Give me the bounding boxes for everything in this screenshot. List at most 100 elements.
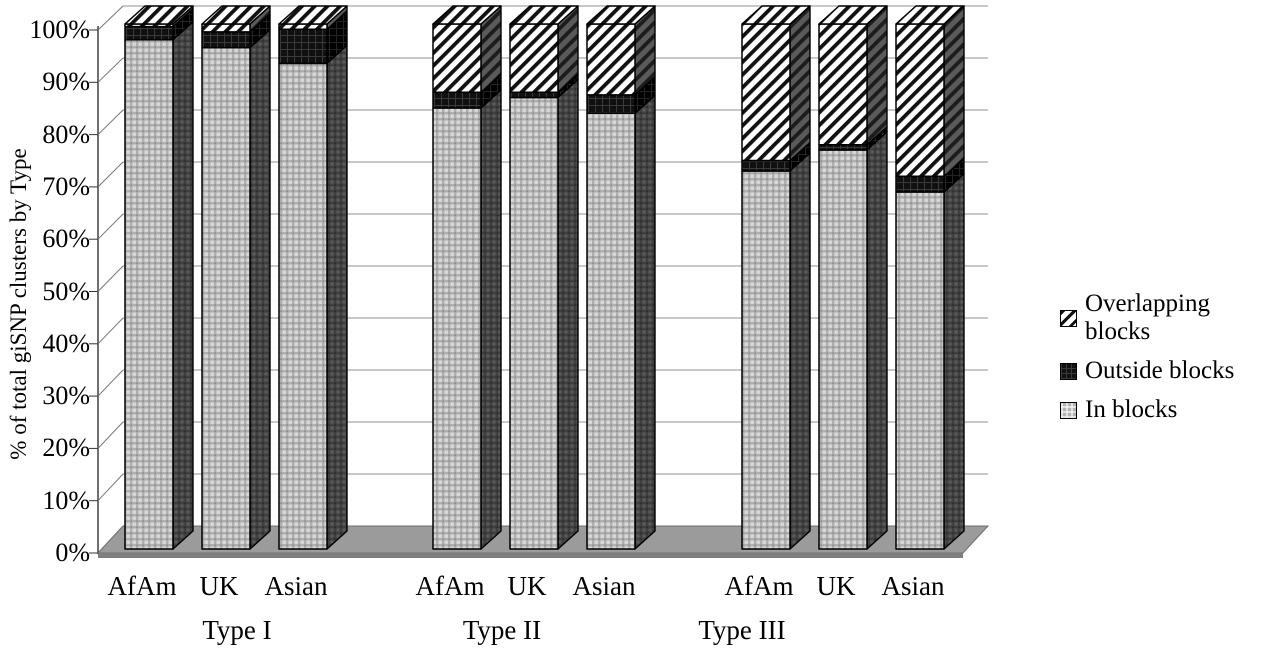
category-label: AfAm <box>415 571 485 601</box>
bar-segment-over <box>432 23 482 94</box>
bar-segment-in <box>895 191 945 550</box>
legend-item-overlapping-blocks: Overlapping blocks <box>1060 290 1280 346</box>
bar-segment-side-in <box>249 28 271 550</box>
bar-segment-over <box>741 23 791 162</box>
bar-segment-over <box>586 23 636 96</box>
category-label: Asian <box>881 571 945 601</box>
bar-Type-II-Asian <box>586 5 656 550</box>
legend-label: Overlapping blocks <box>1085 290 1210 345</box>
bar-segment-out <box>124 25 174 41</box>
bar-Type-I-UK <box>201 5 271 550</box>
y-tick-label: 10% <box>42 485 90 515</box>
bar-segment-over <box>509 23 559 94</box>
bar-segment-out <box>509 91 559 99</box>
y-tick-label: 70% <box>42 171 90 201</box>
y-tick-label: 80% <box>42 119 90 149</box>
bar-segment-side-in <box>866 131 888 550</box>
category-label: AfAm <box>107 571 177 601</box>
bar-Type-II-AfAm <box>432 5 502 550</box>
bar-top-face <box>741 5 811 25</box>
bar-segment-side-over <box>789 5 811 162</box>
category-label: AfAm <box>724 571 794 601</box>
y-tick-label: 50% <box>42 276 90 306</box>
bar-segment-in <box>509 96 559 550</box>
y-tick-depth-line <box>97 5 124 31</box>
category-label: UK <box>199 571 239 601</box>
bar-top-face <box>509 5 579 25</box>
bar-segment-side-in <box>326 44 348 550</box>
bar-segment-side-in <box>634 94 656 550</box>
y-tick-depth-line <box>97 109 124 135</box>
y-tick-depth-line <box>97 473 124 502</box>
y-tick-depth-line <box>97 369 124 397</box>
y-tick-label: 100% <box>29 15 90 44</box>
bar-top-face <box>124 5 194 25</box>
y-tick-depth-line <box>97 317 124 345</box>
bar-top-face <box>201 5 271 25</box>
bar-segment-side-in <box>557 78 579 550</box>
bar-segment-out <box>895 175 945 193</box>
bar-segment-side-over <box>866 5 888 146</box>
bar-segment-out <box>432 91 482 109</box>
bar-segment-in <box>124 39 174 550</box>
y-tick-depth-line <box>97 213 124 240</box>
bar-segment-in <box>278 62 328 550</box>
bar-segment-side-in <box>172 21 194 550</box>
dotted-swatch-icon <box>1060 401 1077 419</box>
bar-segment-over <box>201 23 251 33</box>
group-label: Type III <box>698 615 786 645</box>
bar-segment-in <box>432 107 482 550</box>
legend-label: Outside blocks <box>1085 357 1235 384</box>
bar-segment-out <box>278 28 328 65</box>
y-tick-depth-line <box>97 525 124 554</box>
bar-top-face <box>818 5 888 25</box>
bar-top-face <box>586 5 656 25</box>
y-tick-depth-line <box>97 265 124 292</box>
bar-top-face <box>278 5 348 25</box>
group-label: Type II <box>462 615 542 645</box>
category-label: UK <box>816 571 856 601</box>
legend: Overlapping blocks Outside blocks In blo… <box>1060 290 1280 435</box>
bar-segment-out <box>741 159 791 172</box>
group-label: Type I <box>202 615 272 645</box>
floor-front-edge <box>98 553 963 558</box>
y-tick-depth-line <box>97 421 124 449</box>
bar-Type-I-Asian <box>278 5 348 550</box>
legend-item-in-blocks: In blocks <box>1060 396 1280 424</box>
category-label: Asian <box>572 571 636 601</box>
bar-segment-over <box>818 23 868 146</box>
category-label: Asian <box>264 571 328 601</box>
bar-Type-II-UK <box>509 5 579 550</box>
y-tick-label: 0% <box>55 538 90 567</box>
bar-segment-in <box>741 170 791 550</box>
bar-segment-side-in <box>480 89 502 550</box>
bar-segment-out <box>818 144 868 151</box>
category-label: UK <box>507 571 547 601</box>
bar-Type-III-AfAm <box>741 5 811 550</box>
hatch-swatch-icon <box>1060 309 1077 327</box>
y-axis-title: % of total giSNP clusters by Type <box>6 148 31 460</box>
bar-segment-out <box>201 31 251 49</box>
bar-top-face <box>895 5 965 25</box>
y-tick-depth-line <box>97 161 124 188</box>
legend-item-outside-blocks: Outside blocks <box>1060 357 1280 385</box>
legend-label: In blocks <box>1085 396 1178 423</box>
y-tick-label: 30% <box>42 381 90 411</box>
bar-segment-over <box>278 23 328 31</box>
black-swatch-icon <box>1060 362 1077 380</box>
bar-segment-side-over <box>943 5 965 178</box>
bar-segment-side-in <box>943 173 965 550</box>
bar-segment-side-in <box>789 152 811 550</box>
bar-segment-out <box>586 94 636 115</box>
y-tick-label: 40% <box>42 328 90 358</box>
bar-top-face <box>432 5 502 25</box>
bar-segment-in <box>201 46 251 550</box>
bar-Type-III-Asian <box>895 5 965 550</box>
bar-Type-I-AfAm <box>124 5 194 550</box>
bar-Type-III-UK <box>818 5 888 550</box>
y-tick-label: 20% <box>42 433 90 463</box>
bar-segment-in <box>818 149 868 550</box>
